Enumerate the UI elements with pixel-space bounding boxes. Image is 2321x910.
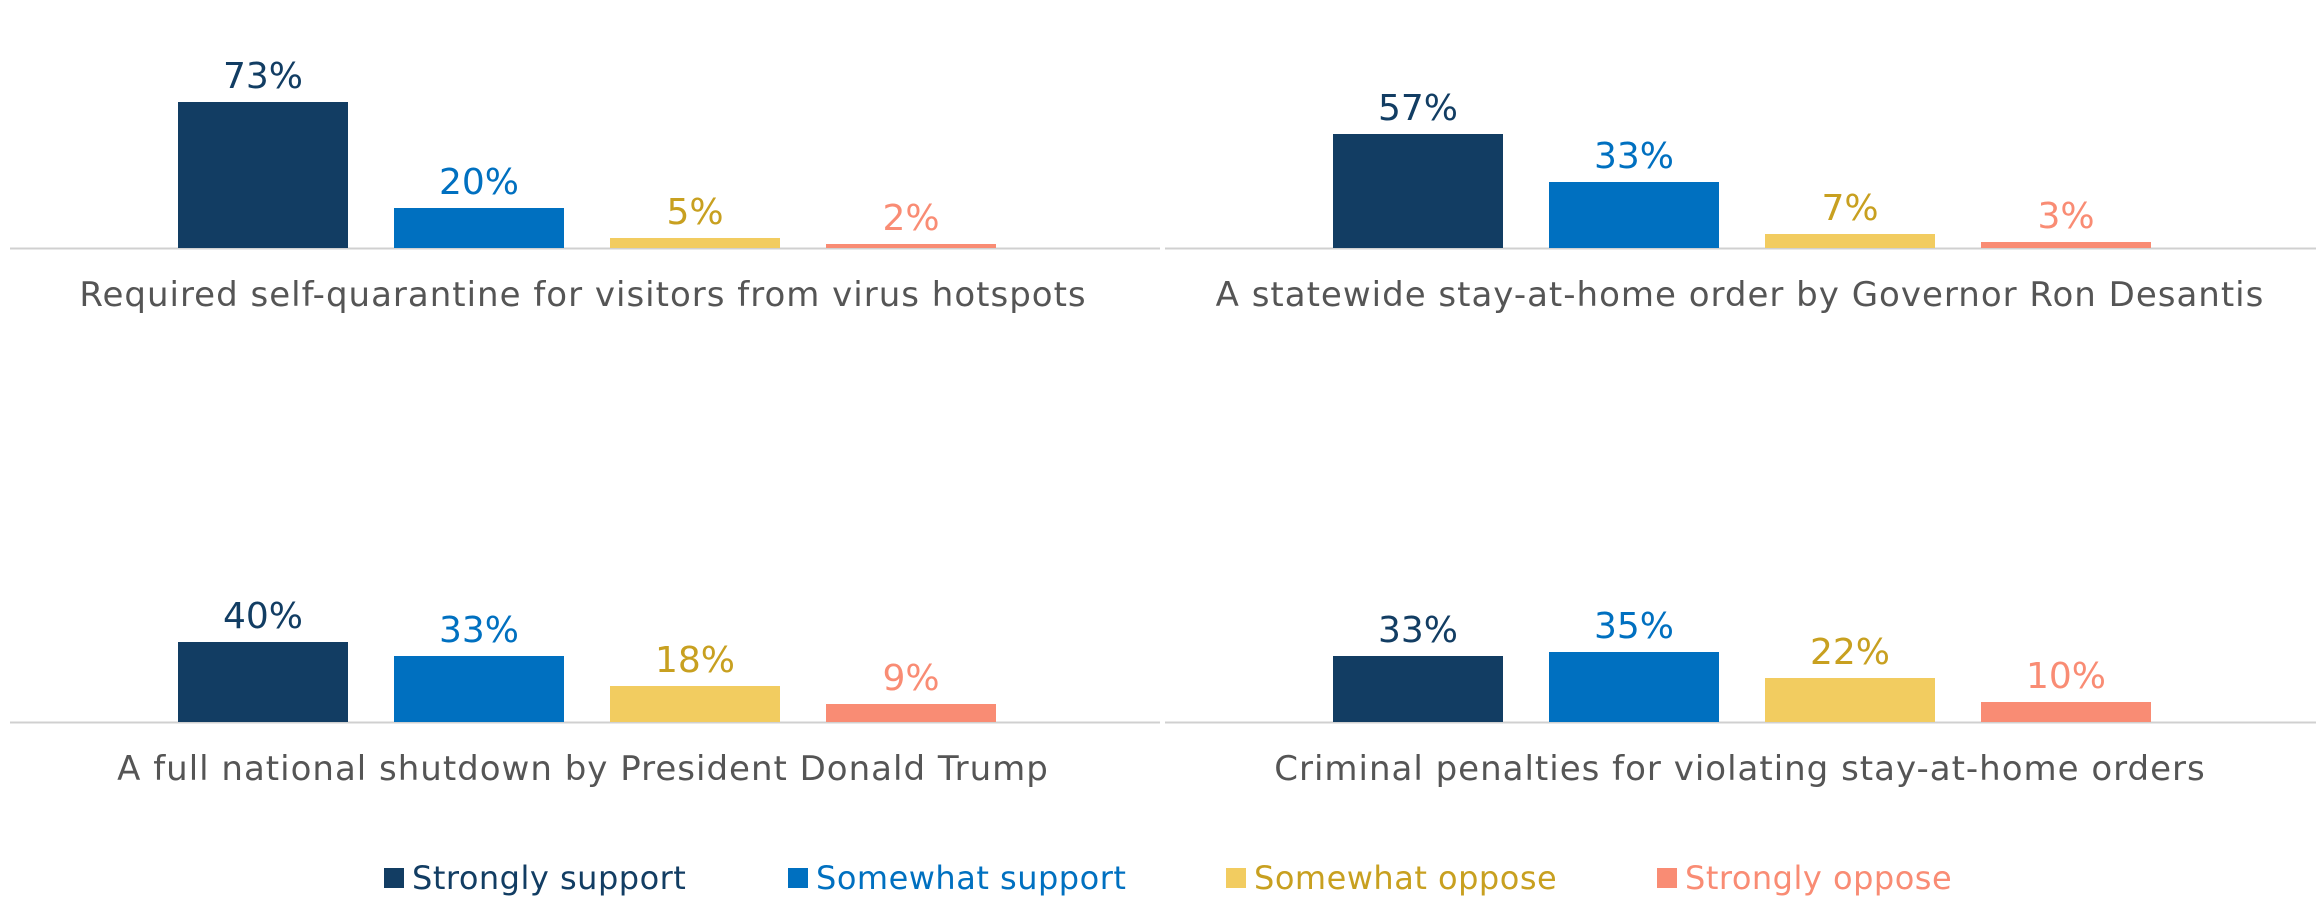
data-label-somewhat-support: 20% (439, 162, 519, 203)
data-label-somewhat-support: 35% (1594, 606, 1674, 647)
legend-label-strongly-support: Strongly support (412, 859, 687, 897)
data-label-strongly-support: 57% (1378, 88, 1458, 129)
bar-strongly-support (1333, 134, 1503, 248)
data-label-somewhat-oppose: 7% (1821, 188, 1878, 229)
data-label-strongly-support: 73% (223, 56, 303, 97)
data-label-strongly-oppose: 10% (2026, 656, 2106, 697)
bar-somewhat-support (1549, 652, 1719, 722)
legend-item-strongly-oppose: Strongly oppose (1657, 858, 1952, 898)
legend-swatch-strongly-support (384, 868, 404, 888)
chart-panel-4: 33% 35% 22% 10% Criminal penalties for viola… (1165, 606, 2316, 789)
data-label-somewhat-oppose: 18% (655, 640, 735, 681)
chart-panel-1: 73% 20% 5% 2% Required self-quarantine for v… (10, 56, 1160, 315)
legend-swatch-strongly-oppose (1657, 868, 1677, 888)
data-label-strongly-oppose: 9% (882, 658, 939, 699)
bar-strongly-oppose (1981, 702, 2151, 722)
bar-strongly-oppose (826, 244, 996, 248)
legend-swatch-somewhat-support (788, 868, 808, 888)
bar-somewhat-oppose (1765, 234, 1935, 248)
legend: Strongly support Somewhat support Somewh… (0, 858, 2321, 898)
panel-label: Criminal penalties for violating stay-at… (1274, 749, 2206, 789)
bar-strongly-oppose (1981, 242, 2151, 248)
legend-swatch-somewhat-oppose (1226, 868, 1246, 888)
data-label-strongly-support: 40% (223, 596, 303, 637)
panel-label: Required self-quarantine for visitors fr… (79, 275, 1086, 315)
bar-somewhat-support (394, 656, 564, 722)
chart-panel-3: 40% 33% 18% 9% A full national shutdown by P… (10, 596, 1160, 789)
data-label-somewhat-support: 33% (1594, 136, 1674, 177)
data-label-somewhat-support: 33% (439, 610, 519, 651)
bar-strongly-support (1333, 656, 1503, 722)
legend-item-somewhat-support: Somewhat support (788, 858, 1126, 898)
data-label-somewhat-oppose: 5% (666, 192, 723, 233)
bar-somewhat-support (394, 208, 564, 248)
bar-somewhat-oppose (1765, 678, 1935, 722)
legend-label-strongly-oppose: Strongly oppose (1685, 859, 1953, 897)
bar-strongly-support (178, 102, 348, 248)
data-label-strongly-oppose: 3% (2037, 196, 2094, 237)
chart-panel-2: 57% 33% 7% 3% A statewide stay-at-home order… (1165, 88, 2316, 315)
data-label-somewhat-oppose: 22% (1810, 632, 1890, 673)
bar-somewhat-support (1549, 182, 1719, 248)
bar-somewhat-oppose (610, 686, 780, 722)
legend-label-somewhat-oppose: Somewhat oppose (1254, 859, 1558, 897)
panel-label: A full national shutdown by President Do… (117, 749, 1049, 789)
bar-strongly-support (178, 642, 348, 722)
legend-item-strongly-support: Strongly support (384, 858, 686, 898)
data-label-strongly-oppose: 2% (882, 198, 939, 239)
legend-item-somewhat-oppose: Somewhat oppose (1226, 858, 1557, 898)
panel-label: A statewide stay-at-home order by Govern… (1216, 275, 2265, 315)
legend-label-somewhat-support: Somewhat support (816, 859, 1127, 897)
data-label-strongly-support: 33% (1378, 610, 1458, 651)
bar-strongly-oppose (826, 704, 996, 722)
bar-somewhat-oppose (610, 238, 780, 248)
